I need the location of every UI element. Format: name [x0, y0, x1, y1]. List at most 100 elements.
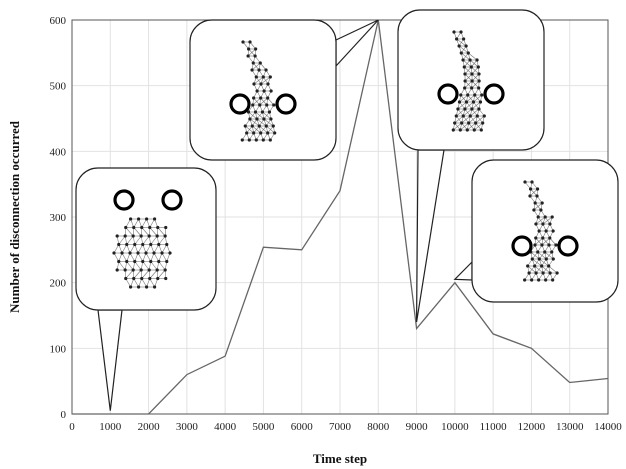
network-node: [468, 58, 472, 62]
network-node: [461, 114, 465, 118]
x-tick-label: 14000: [594, 421, 622, 433]
network-node: [454, 114, 458, 118]
network-node: [168, 251, 172, 255]
network-edge: [529, 188, 538, 197]
y-tick-label: 400: [50, 146, 67, 158]
network-edge: [259, 97, 268, 106]
network-node: [532, 208, 536, 212]
network-node: [261, 75, 265, 79]
network-edge: [464, 80, 473, 89]
network-node: [534, 236, 538, 240]
network-node: [266, 82, 270, 86]
network-node: [252, 82, 256, 86]
network-edge: [133, 218, 139, 228]
network-node: [248, 40, 252, 44]
network-edge: [473, 94, 482, 103]
network-node: [149, 259, 153, 264]
network-node: [254, 138, 258, 142]
network-node: [477, 86, 481, 90]
x-tick-label: 13000: [556, 421, 584, 433]
network-node: [129, 285, 133, 289]
network-node: [544, 278, 548, 282]
network-node: [247, 138, 251, 142]
network-node: [470, 86, 474, 90]
network-edge: [453, 122, 462, 131]
network-node: [139, 234, 143, 238]
network-node: [255, 89, 259, 93]
network-node: [252, 96, 256, 100]
network-node: [550, 250, 554, 254]
network-edge: [141, 269, 150, 279]
network-edge: [133, 269, 142, 279]
network-node: [148, 276, 152, 281]
network-node: [165, 259, 169, 264]
network-node: [472, 128, 476, 132]
network-edge: [534, 237, 543, 246]
network-node: [156, 225, 160, 230]
network-node: [544, 229, 548, 233]
network-node: [140, 225, 144, 230]
network-edge: [541, 237, 550, 246]
network-node: [464, 44, 468, 48]
network-edge: [125, 218, 131, 228]
network-node: [463, 107, 467, 111]
network-edge: [113, 252, 120, 262]
network-node: [551, 257, 555, 261]
network-inset: [75, 167, 217, 411]
network-node: [125, 259, 129, 264]
network-inset: [397, 9, 545, 323]
network-node: [471, 100, 476, 104]
network-edge: [251, 62, 261, 71]
network-node: [155, 268, 159, 272]
network-node: [136, 251, 140, 255]
network-node: [535, 187, 540, 191]
obstacle-ring: [557, 235, 579, 257]
network-edge: [456, 108, 466, 117]
network-node: [253, 110, 258, 114]
network-node: [534, 271, 538, 275]
network-node: [251, 61, 255, 65]
network-node: [272, 103, 276, 107]
network-node: [482, 114, 486, 118]
network-node: [523, 180, 527, 184]
network-node: [262, 89, 266, 93]
network-node: [481, 121, 485, 125]
network-node: [115, 234, 119, 238]
network-node: [141, 242, 145, 247]
network-node: [264, 68, 268, 72]
network-node: [534, 222, 538, 226]
network-node: [120, 251, 124, 255]
network-node: [540, 264, 544, 268]
network-node: [123, 268, 127, 272]
network-node: [131, 268, 135, 272]
network-node: [266, 96, 270, 100]
network-node: [530, 257, 534, 261]
network-node: [259, 82, 263, 86]
network-node: [473, 93, 477, 97]
network-edge: [121, 252, 128, 262]
network-node: [145, 285, 149, 289]
network-edge: [153, 244, 160, 254]
network-edge: [125, 227, 134, 237]
network-node: [470, 72, 474, 76]
network-node: [551, 229, 555, 233]
network-node: [157, 259, 161, 264]
x-tick-label: 10000: [441, 421, 469, 433]
network-node: [267, 110, 272, 114]
network-edge: [158, 235, 166, 245]
network-edge: [134, 261, 142, 271]
network-edge: [468, 52, 478, 61]
network-node: [261, 138, 265, 142]
network-node: [541, 236, 545, 240]
network-edge: [468, 115, 478, 124]
network-node: [540, 243, 544, 247]
network-edge: [149, 269, 158, 279]
network-node: [157, 242, 161, 247]
series-line: [72, 19, 609, 415]
network-node: [541, 222, 545, 226]
network-edge: [113, 244, 120, 254]
network-node: [149, 242, 153, 247]
network-node: [536, 215, 540, 219]
network-node: [459, 30, 463, 34]
network-edge: [141, 278, 147, 288]
